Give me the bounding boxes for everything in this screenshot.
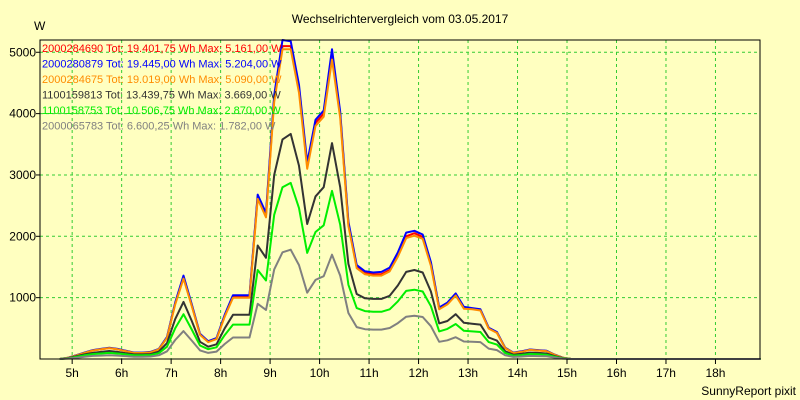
grid: [40, 40, 760, 359]
x-tick-label: 13h: [458, 366, 478, 380]
x-tick-label: 11h: [360, 366, 379, 380]
x-tick-label: 14h: [508, 366, 528, 380]
series-line-1100159813: [59, 132, 761, 360]
x-tick-label: 16h: [606, 366, 626, 380]
x-tick-label: 8h: [214, 366, 227, 380]
legend-entry-2000284690: 2000284690 Tot: 19.401,75 Wh Max: 5.161,…: [42, 43, 282, 55]
legend-entry-2000284675: 2000284675 Tot: 19.019,00 Wh Max: 5.090,…: [42, 74, 282, 86]
footer-credit: SunnyReport pixit: [701, 384, 796, 398]
y-axis-unit-label: W: [34, 19, 46, 33]
x-tick-label: 5h: [65, 366, 78, 380]
y-tick-label: 5000: [9, 45, 36, 59]
y-tick-label: 3000: [9, 168, 36, 182]
axis-ticks: 5h 6h 7h 8h 9h 10h 11h 12h 13h 14h 15h 16h 17h 18h 100…: [9, 45, 725, 380]
x-tick-label: 12h: [409, 366, 429, 380]
legend: 2000284690 Tot: 19.401,75 Wh Max: 5.161,…: [42, 43, 282, 133]
legend-entry-2000065783: 2000065783 Tot: 6.600,25 Wh Max: 1.782,0…: [42, 121, 276, 133]
y-tick-label: 1000: [9, 291, 36, 305]
x-tick-label: 17h: [656, 366, 676, 380]
series-lines: [59, 39, 761, 360]
plot-frame: [39, 39, 761, 360]
y-tick-label: 4000: [9, 107, 36, 121]
series-line-2000065783: [59, 248, 761, 360]
x-tick-label: 7h: [164, 366, 177, 380]
x-tick-label: 10h: [310, 366, 330, 380]
legend-entry-2000280879: 2000280879 Tot: 19.445,00 Wh Max: 5.204,…: [42, 59, 282, 71]
chart-title: Wechselrichtervergleich vom 03.05.2017: [292, 12, 509, 26]
x-tick-label: 9h: [263, 366, 276, 380]
legend-entry-1100159813: 1100159813 Tot: 13.439,75 Wh Max: 3.669,…: [42, 90, 281, 102]
x-tick-label: 15h: [557, 366, 577, 380]
y-tick-label: 2000: [9, 229, 36, 243]
x-tick-label: 6h: [115, 366, 128, 380]
series-line-2000280879: [59, 39, 761, 360]
legend-entry-1100158753: 1100158753 Tot: 10.506,75 Wh Max: 2.870,…: [42, 105, 281, 117]
x-tick-label: 18h: [705, 366, 725, 380]
